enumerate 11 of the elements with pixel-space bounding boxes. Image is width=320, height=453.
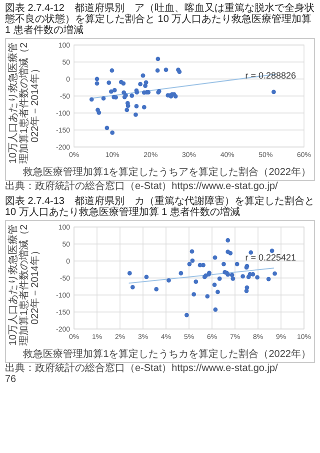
chart-title: 図表 2.7.4-12 都道府県別 ア（吐血、喀血又は重篤な脱水で全身状態不良の状態）を算定した割合と 10 万人口あたり救急医療管理加算 1 患者件数の増減 (5, 3, 315, 36)
annotation: r = 0.288826 (245, 70, 296, 81)
x-axis-title: 救急医療管理加算1を算定したうちカを算定した割合（2022年） (22, 349, 312, 362)
annotation: r = 0.225421 (245, 252, 296, 263)
y-axis-title: 10万人口あたり救急医療管理加算1患者件数の増減（2022年－2014年） (7, 42, 41, 164)
text: 76 (5, 374, 18, 385)
source-note: 出典：政府統計の総合窓口（e-Stat）https://www.e-stat.go.jp/ (5, 181, 279, 192)
chart-title: 図表 2.7.4-13 都道府県別 カ（重篤な代謝障害）を算定した割合と 10 万人口あたり救急医療管理加算 1 患者件数の増減 (5, 196, 315, 218)
x-axis-title: 救急医療管理加算1を算定したうちアを算定した割合（2022年） (22, 167, 312, 180)
y-axis-title: 10万人口あたり救急医療管理加算1患者件数の増減（2022年－2014年） (7, 224, 41, 346)
source-note: 出典：政府統計の総合窓口（e-Stat）https://www.e-stat.go.jp/ (5, 363, 279, 374)
